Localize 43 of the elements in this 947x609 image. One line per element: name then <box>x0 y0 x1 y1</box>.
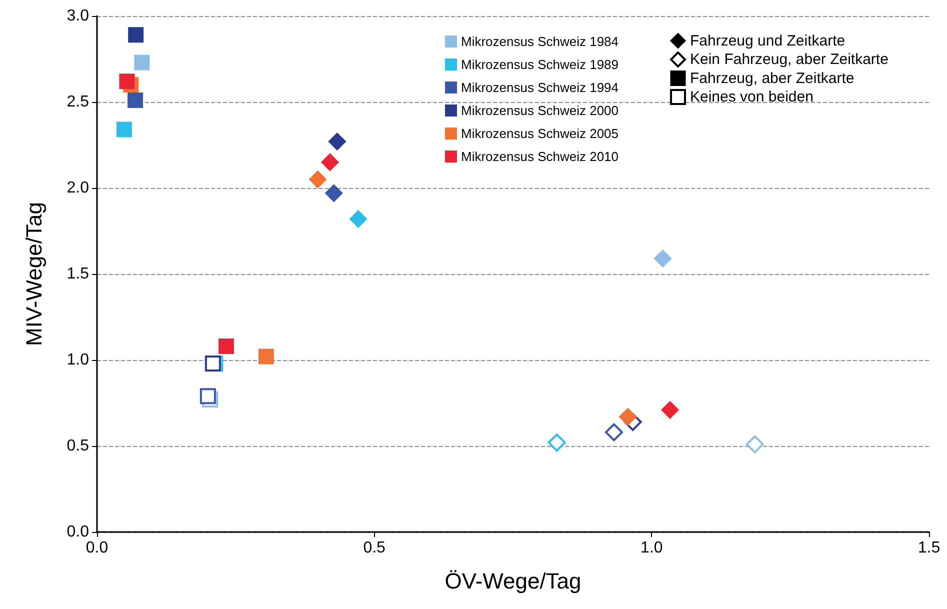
point <box>604 423 623 442</box>
legend-label: Mikrozensus Schweiz 1984 <box>461 34 619 49</box>
point <box>200 388 216 404</box>
point <box>119 74 135 90</box>
x-tick-label: 1.5 <box>918 540 940 556</box>
point <box>128 92 144 108</box>
point <box>321 153 339 171</box>
y-tick-label: 2.5 <box>66 94 90 110</box>
y-tick-label: 0.5 <box>66 438 90 454</box>
legend-label: Keines von beiden <box>690 88 814 106</box>
point <box>350 210 367 228</box>
y-tick-label: 3.0 <box>66 8 90 24</box>
y-tick-label: 0.0 <box>66 524 90 540</box>
x-tick-label: 0.5 <box>363 540 386 556</box>
x-tick-label: 0.0 <box>86 540 108 556</box>
legend-label: Fahrzeug und Zeitkarte <box>690 32 846 50</box>
point <box>746 435 764 454</box>
legend-label: Mikrozensus Schweiz 1994 <box>461 80 619 95</box>
point <box>328 132 346 150</box>
legend-label: Mikrozensus Schweiz 1989 <box>461 57 619 72</box>
legend-label: Fahrzeug, aber Zeitkarte <box>690 70 854 87</box>
legend-label: Mikrozensus Schweiz 2005 <box>461 126 619 141</box>
y-tick-label: 1.5 <box>66 266 90 282</box>
x-tick-label: 1.0 <box>640 540 663 556</box>
point <box>116 122 132 138</box>
legend-label: Mikrozensus Schweiz 2010 <box>461 149 619 164</box>
y-tick-label: 1.0 <box>66 352 90 368</box>
y-axis-title: MIV-Wege/Tag <box>22 202 46 346</box>
x-axis-title: ÖV-Wege/Tag <box>444 568 582 594</box>
point <box>654 250 672 268</box>
point <box>548 434 566 452</box>
y-tick-label: 2.0 <box>66 180 90 196</box>
point <box>218 338 234 354</box>
point <box>661 401 679 419</box>
point <box>134 54 150 70</box>
point <box>325 184 343 202</box>
point <box>309 170 327 188</box>
point <box>204 355 221 372</box>
point <box>258 348 274 364</box>
point <box>128 27 144 43</box>
legend-label: Kein Fahrzeug, aber Zeitkarte <box>690 51 888 68</box>
point <box>619 408 637 426</box>
legend-label: Mikrozensus Schweiz 2000 <box>461 103 619 118</box>
